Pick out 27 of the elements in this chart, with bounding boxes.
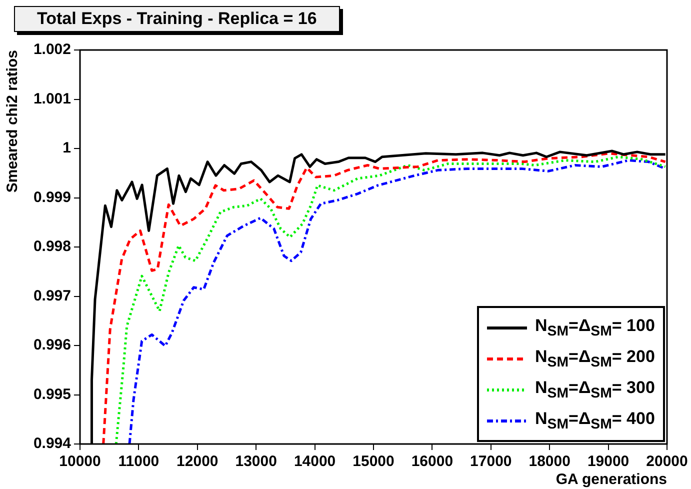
y-tick-label: 1	[62, 140, 71, 157]
x-tick-label: 20000	[646, 453, 688, 470]
legend-label: N$_{SM}$=Δ$_{SM}$= 400	[535, 408, 655, 432]
y-tick-label: 0.997	[33, 287, 71, 304]
y-tick-label: 0.994	[33, 435, 72, 452]
x-tick-label: 13000	[235, 453, 277, 470]
y-tick-label: 0.996	[33, 336, 71, 354]
y-axis-title: Smeared chi2 ratios	[4, 50, 22, 193]
y-tick-label: 1.002	[33, 41, 71, 58]
legend-label: N$_{SM}$=Δ$_{SM}$= 200	[535, 346, 655, 370]
y-tick-label: 0.995	[33, 386, 71, 403]
x-tick-label: 10000	[59, 453, 101, 470]
x-tick-label: 11000	[118, 453, 160, 470]
legend-label: N$_{SM}$=Δ$_{SM}$= 100	[535, 316, 655, 340]
x-tick-label: 18000	[528, 453, 570, 470]
x-tick-label: 14000	[294, 453, 336, 470]
y-tick-label: 0.998	[33, 238, 71, 256]
legend-label: N$_{SM}$=Δ$_{SM}$= 300	[535, 378, 655, 402]
chart-title: Total Exps - Training - Replica = 16	[14, 6, 340, 32]
y-tick-label: 0.999	[33, 188, 71, 206]
x-tick-label: 16000	[411, 453, 454, 470]
x-axis-title: GA generations	[556, 471, 667, 488]
x-tick-label: 12000	[176, 453, 218, 470]
x-tick-label: 17000	[470, 453, 512, 470]
x-tick-label: 19000	[587, 453, 630, 470]
x-tick-label: 15000	[352, 453, 394, 470]
y-tick-label: 1.001	[33, 90, 71, 108]
